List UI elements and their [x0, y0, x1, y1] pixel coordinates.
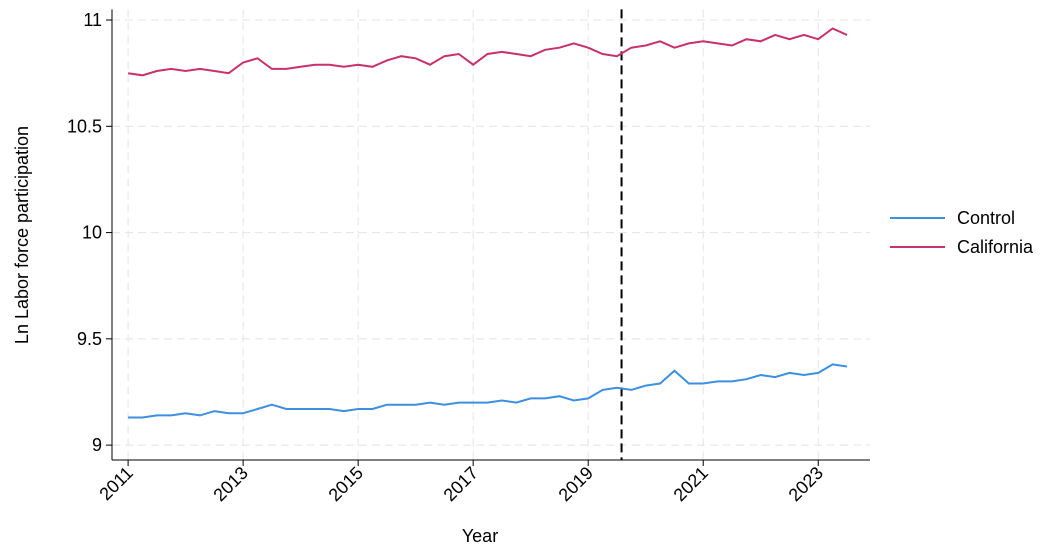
- y-tick-label: 10: [82, 223, 102, 243]
- x-tick-label: 2023: [785, 463, 827, 505]
- x-axis-label: Year: [462, 526, 498, 546]
- x-tick-label: 2013: [209, 463, 251, 505]
- series-line: [127, 27, 848, 77]
- y-tick-label: 9.5: [77, 329, 102, 349]
- y-axis-label: Ln Labor force participation: [12, 126, 32, 344]
- series-line: [128, 363, 848, 419]
- y-tick-label: 11: [83, 10, 102, 30]
- x-tick-label: 2021: [670, 463, 712, 505]
- x-tick-label: 2017: [440, 463, 482, 505]
- x-tick-label: 2019: [555, 463, 597, 505]
- legend-label: Control: [957, 208, 1015, 228]
- y-tick-label: 9: [92, 435, 102, 455]
- y-tick-label: 10.5: [67, 116, 102, 136]
- x-tick-label: 2011: [95, 463, 137, 505]
- legend-label: California: [957, 237, 1034, 257]
- x-tick-label: 2015: [325, 463, 367, 505]
